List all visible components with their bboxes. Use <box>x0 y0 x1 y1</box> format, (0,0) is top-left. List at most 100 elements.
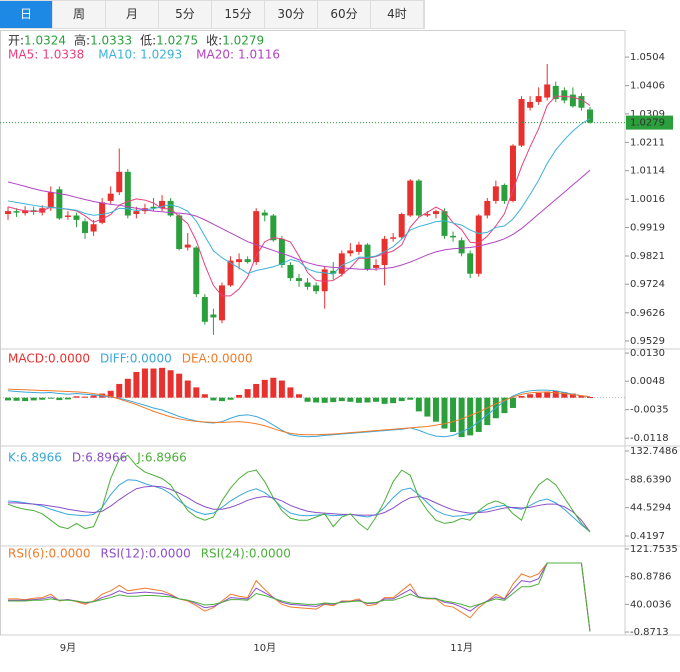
macd-bar <box>227 397 234 400</box>
macd-bar <box>22 397 29 402</box>
candle-body <box>5 211 11 215</box>
macd-bar <box>64 397 71 400</box>
y-tick-label: 0.4197 <box>630 531 665 542</box>
candle-body <box>398 214 405 238</box>
candle-body <box>56 189 63 219</box>
macd-bar <box>13 397 20 401</box>
legend-text: 1.0324 <box>24 34 66 48</box>
y-tick-label: 0.9919 <box>630 222 665 233</box>
macd-bar <box>159 367 166 398</box>
y-tick-label: 0.9821 <box>630 251 665 262</box>
legend-text: 1.0275 <box>156 34 198 48</box>
candle-body <box>150 206 157 209</box>
macd-bar <box>261 379 268 398</box>
macd-bar <box>270 377 277 398</box>
macd-bar <box>253 383 260 398</box>
y-tick-label: 1.0114 <box>630 166 665 177</box>
period-tabs: 日周月 5分 15分 30分 60分 4时 <box>0 0 425 29</box>
indicator-line <box>7 389 591 438</box>
macd-bar <box>509 397 516 408</box>
y-tick-label: 40.0036 <box>630 599 671 610</box>
candle-body <box>458 240 465 254</box>
macd-bar <box>47 397 54 399</box>
macd-bar <box>218 397 225 402</box>
macd-bar <box>176 373 183 398</box>
legend-text: RSI(12): <box>101 547 149 561</box>
y-tick-label: 132.7486 <box>630 446 678 457</box>
period-tab[interactable]: 日 <box>0 1 53 28</box>
macd-bar <box>390 397 397 404</box>
macd-bar <box>527 394 534 398</box>
candle-body <box>167 200 174 216</box>
candle-body <box>441 211 448 236</box>
period-tab[interactable]: 30分 <box>265 1 318 28</box>
candle-body <box>321 269 328 292</box>
macd-bar <box>82 396 89 398</box>
macd-bar <box>441 397 448 429</box>
candle-body <box>90 224 97 232</box>
candle-body <box>227 260 234 286</box>
period-tab[interactable]: 60分 <box>318 1 371 28</box>
legend-text: 6.8966 <box>145 451 187 465</box>
candle-body <box>535 96 542 102</box>
legend-text: J: <box>136 451 145 465</box>
macd-bar <box>355 397 362 403</box>
price-label: 1.0279 <box>630 118 665 129</box>
macd-bar <box>475 397 482 432</box>
macd-bar <box>544 391 551 398</box>
macd-bar <box>5 397 11 401</box>
macd-bar <box>347 397 354 402</box>
indicator-line <box>8 485 591 533</box>
y-tick-label: -0.0118 <box>630 433 669 444</box>
macd-bar <box>535 392 542 398</box>
candle-body <box>184 244 191 248</box>
macd-bar <box>330 397 337 403</box>
macd-bar <box>201 394 208 398</box>
candle-body <box>159 200 166 209</box>
macd-bar <box>484 397 491 426</box>
candle-body <box>296 278 302 282</box>
candle-body <box>244 259 251 263</box>
macd-bar <box>30 397 37 401</box>
period-tab[interactable]: 周 <box>53 1 106 28</box>
candle-body <box>484 200 491 216</box>
candle-body <box>313 285 320 292</box>
macd-bar <box>313 397 320 403</box>
legend-text: 高: <box>74 33 90 48</box>
legend-text: K: <box>8 451 20 465</box>
legend-text: MA10: <box>98 48 136 62</box>
period-tab[interactable]: 5分 <box>159 1 212 28</box>
macd-bar <box>373 397 380 402</box>
legend-text: D: <box>72 451 85 465</box>
macd-bar <box>450 397 457 432</box>
period-tab[interactable]: 15分 <box>212 1 265 28</box>
candle-body <box>492 186 499 201</box>
macd-bar <box>501 397 508 414</box>
indicator-line <box>7 118 591 275</box>
y-tick-label: 1.0406 <box>630 81 665 92</box>
legend-text: 6.8966 <box>85 451 127 465</box>
candle-body <box>304 282 311 287</box>
macd-bar <box>39 397 46 400</box>
indicator-line <box>8 562 591 632</box>
period-tab[interactable]: 月 <box>106 1 159 28</box>
legend-text: 收: <box>206 34 222 48</box>
legend-text: 6.8966 <box>20 451 62 465</box>
period-tab[interactable]: 4时 <box>371 1 424 28</box>
legend-text: MA5: <box>8 48 38 62</box>
candle-body <box>193 247 200 295</box>
candle-body <box>467 253 474 274</box>
legend-text: 1.0333 <box>90 34 132 48</box>
legend-text: 1.0338 <box>42 48 84 62</box>
y-tick-label: 0.9626 <box>630 308 665 319</box>
macd-bar <box>73 396 80 398</box>
price-label-box <box>626 115 673 130</box>
macd-bar <box>304 397 311 402</box>
macd-bar <box>467 397 474 436</box>
candle-body <box>475 215 482 274</box>
macd-bar <box>193 387 200 398</box>
candle-body <box>82 221 89 233</box>
candle-body <box>407 180 414 216</box>
x-tick-label: 11月 <box>450 642 473 654</box>
